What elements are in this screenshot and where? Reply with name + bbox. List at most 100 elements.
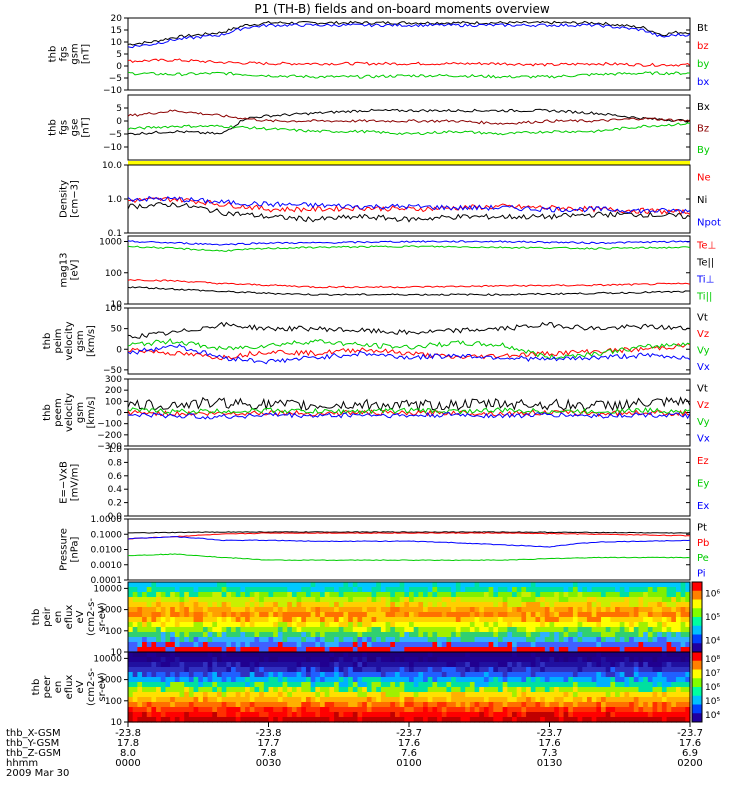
heatmap-cell: [647, 632, 654, 638]
heatmap-cell: [493, 662, 499, 668]
heatmap-cell: [521, 607, 527, 613]
heatmap-cell: [132, 582, 138, 588]
heatmap-cell: [586, 597, 593, 603]
heatmap-cell: [399, 682, 405, 688]
heatmap-cell: [535, 692, 541, 698]
heatmap-cell: [380, 657, 387, 663]
heatmap-cell: [563, 697, 569, 703]
heatmap-cell: [652, 692, 658, 698]
heatmap-cell: [263, 602, 270, 608]
heatmap-cell: [165, 672, 171, 678]
heatmap-cell: [507, 642, 513, 648]
heatmap-cell: [212, 647, 218, 653]
heatmap-cell: [216, 612, 223, 618]
heatmap-cell: [680, 612, 686, 618]
heatmap-cell: [212, 657, 218, 663]
ephemeris-value: 0100: [396, 758, 421, 769]
heatmap-cell: [394, 662, 401, 668]
heatmap-cell: [291, 717, 298, 723]
heatmap-cell: [615, 587, 621, 593]
heatmap-cell: [441, 662, 448, 668]
heatmap-cell: [320, 592, 326, 598]
heatmap-cell: [675, 642, 682, 648]
heatmap-cell: [334, 682, 340, 688]
heatmap-cell: [610, 637, 616, 643]
heatmap-cell: [423, 662, 429, 668]
heatmap-cell: [474, 607, 480, 613]
heatmap-cell: [399, 627, 405, 633]
heatmap-cell: [488, 612, 494, 618]
heatmap-cell: [315, 602, 321, 608]
heatmap-cell: [366, 667, 373, 673]
heatmap-cell: [558, 712, 565, 718]
heatmap-cell: [235, 652, 241, 658]
heatmap-cell: [661, 607, 668, 613]
heatmap-cell: [432, 697, 438, 703]
heatmap-cell: [483, 667, 490, 673]
heatmap-cell: [151, 602, 157, 608]
heatmap-cell: [296, 617, 302, 623]
heatmap-cell: [184, 692, 190, 698]
heatmap-cell: [680, 592, 686, 598]
heatmap-cell: [296, 672, 302, 678]
heatmap-cell: [671, 622, 677, 628]
heatmap-cell: [310, 602, 316, 608]
heatmap-cell: [212, 702, 218, 708]
heatmap-cell: [329, 612, 335, 618]
heatmap-cell: [441, 652, 448, 658]
heatmap-cell: [343, 682, 349, 688]
heatmap-cell: [437, 607, 443, 613]
heatmap-cell: [544, 632, 551, 638]
heatmap-cell: [202, 627, 209, 633]
heatmap-cell: [568, 692, 574, 698]
heatmap-cell: [324, 677, 330, 683]
heatmap-cell: [535, 602, 541, 608]
heatmap-cell: [465, 657, 471, 663]
heatmap-cell: [385, 672, 391, 678]
heatmap-cell: [582, 602, 588, 608]
heatmap-cell: [474, 667, 480, 673]
heatmap-cell: [343, 702, 349, 708]
heatmap-cell: [558, 662, 565, 668]
heatmap-cell: [544, 602, 551, 608]
heatmap-cell: [193, 692, 199, 698]
panel-5: thb peim velocity gsm [km/s]−50050100VtVzVyV…: [42, 304, 710, 376]
heatmap-cell: [137, 717, 143, 723]
heatmap-cell: [151, 702, 157, 708]
heatmap-cell: [385, 667, 391, 673]
heatmap-cell: [301, 642, 307, 648]
heatmap-cell: [652, 647, 658, 653]
heatmap-cell: [376, 717, 382, 723]
heatmap-cell: [465, 707, 471, 713]
heatmap-cell: [497, 687, 504, 693]
heatmap-cell: [558, 632, 565, 638]
heatmap-cell: [179, 587, 185, 593]
heatmap-cell: [394, 697, 401, 703]
heatmap-cell: [446, 697, 452, 703]
heatmap-cell: [469, 632, 476, 638]
heatmap-cell: [249, 662, 256, 668]
heatmap-cell: [601, 622, 607, 628]
heatmap-cell: [343, 597, 349, 603]
heatmap-cell: [320, 677, 326, 683]
heatmap-cell: [591, 612, 597, 618]
heatmap-cell: [305, 602, 312, 608]
heatmap-cell: [305, 647, 312, 653]
heatmap-cell: [549, 697, 555, 703]
heatmap-cell: [259, 602, 265, 608]
ephemeris-table: thb_X-GSMthb_Y-GSMthb_Z-GSMhhmm-23.817.8…: [6, 722, 703, 769]
heatmap-cell: [605, 647, 611, 653]
heatmap-cell: [296, 627, 302, 633]
heatmap-cell: [142, 592, 148, 598]
heatmap-cell: [413, 612, 419, 618]
heatmap-cell: [263, 587, 270, 593]
heatmap-cell: [245, 667, 251, 673]
heatmap-cell: [249, 627, 256, 633]
heatmap-cell: [568, 697, 574, 703]
heatmap-cell: [128, 662, 134, 668]
heatmap-cell: [432, 647, 438, 653]
heatmap-cell: [305, 687, 312, 693]
heatmap-cell: [334, 707, 340, 713]
heatmap-cell: [245, 627, 251, 633]
heatmap-cell: [188, 692, 195, 698]
